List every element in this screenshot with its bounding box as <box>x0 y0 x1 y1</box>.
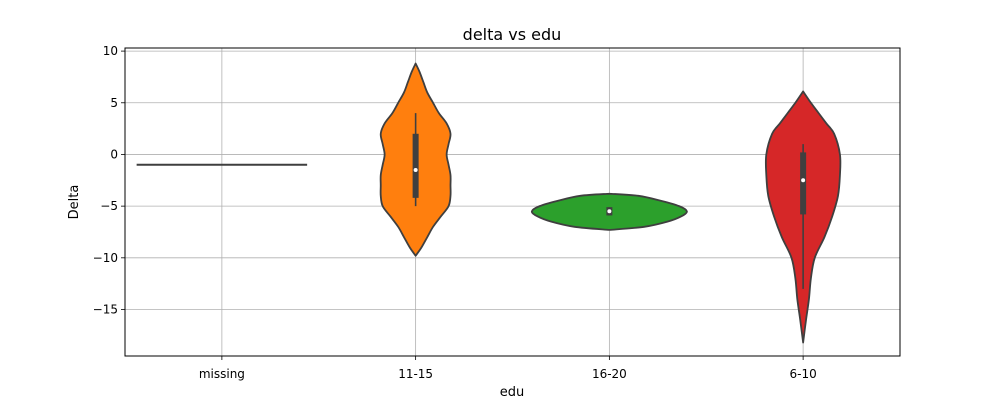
y-tick-label: 0 <box>110 147 118 161</box>
violin-median-dot <box>413 167 418 172</box>
violin-16-20 <box>530 192 688 231</box>
x-axis-title: edu <box>500 385 525 400</box>
violins <box>136 62 842 344</box>
chart-title: delta vs edu <box>463 25 562 44</box>
y-tick-label: −15 <box>93 302 118 316</box>
violin-iqr-box <box>800 152 807 215</box>
violin-median-dot <box>801 178 806 183</box>
x-tick-label: 6-10 <box>790 367 817 381</box>
x-tick-label: 11-15 <box>398 367 433 381</box>
x-tick-label: 16-20 <box>592 367 627 381</box>
violin-median-dot <box>607 209 612 214</box>
y-tick-label: −5 <box>100 199 118 213</box>
violin-11-15 <box>379 62 452 257</box>
x-tick-label: missing <box>199 367 245 381</box>
violin-iqr-box <box>412 133 419 198</box>
y-tick-label: 5 <box>110 96 118 110</box>
y-tick-label: 10 <box>103 44 118 58</box>
y-tick-label: −10 <box>93 251 118 265</box>
plot-frame <box>124 47 901 357</box>
y-axis-title: Delta <box>67 185 82 220</box>
violin-6-10 <box>764 90 842 344</box>
axis-ticks: −15 −10 −5 0 5 10 missing 11-15 16-20 6-10 <box>93 44 817 381</box>
